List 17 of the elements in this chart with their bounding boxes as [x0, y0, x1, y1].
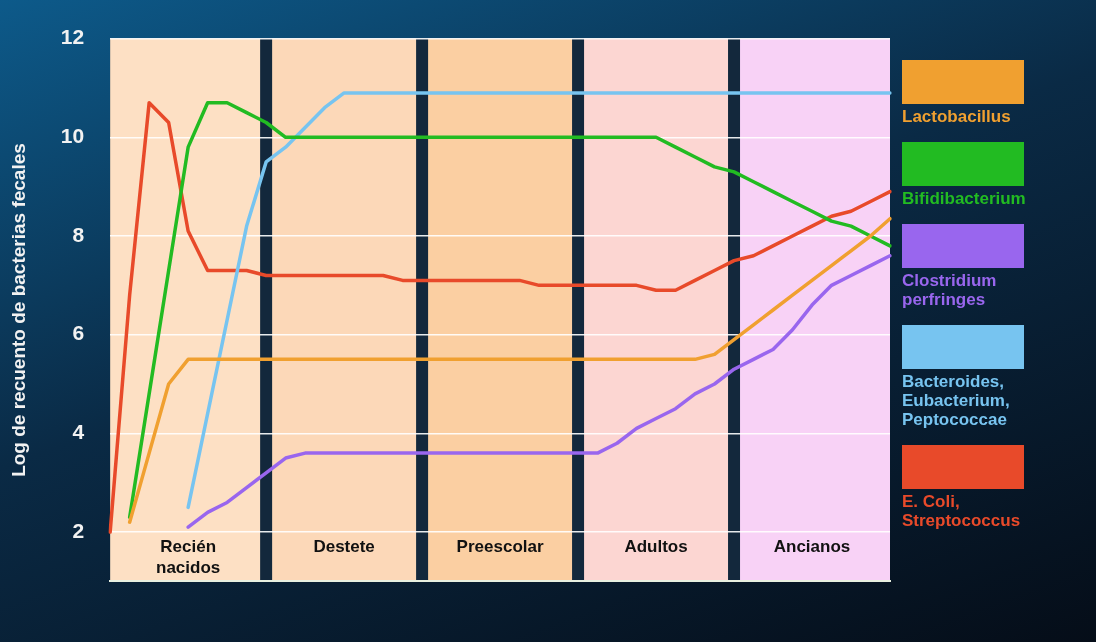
y-tick-label: 2 [72, 518, 85, 542]
x-tick-label: Ancianos [773, 537, 851, 557]
x-tick-label: Preescolar [456, 537, 544, 557]
y-tick-label: 6 [72, 321, 85, 345]
x-tick-label: Adultos [624, 537, 688, 557]
text: Bifidibacterium [902, 189, 1027, 208]
text: E. Coli, Streptococcus [902, 492, 1022, 530]
series-label: Clostridium perfringes [902, 271, 998, 309]
y-tick-label: 4 [72, 420, 85, 444]
y-tick-label: 8 [72, 222, 85, 246]
text: Bacteroides, Eubacterium, Peptococcae [902, 372, 1011, 429]
x-tick-label: Destete [313, 537, 375, 557]
text: Lactobacillus [902, 107, 1012, 126]
x-tick-label: Recién nacidos [156, 537, 221, 577]
y-tick-label: 12 [60, 25, 85, 49]
y-tick-label: 10 [60, 124, 85, 148]
y-axis-title: Log de recuento de bacterias fecales [7, 143, 29, 477]
